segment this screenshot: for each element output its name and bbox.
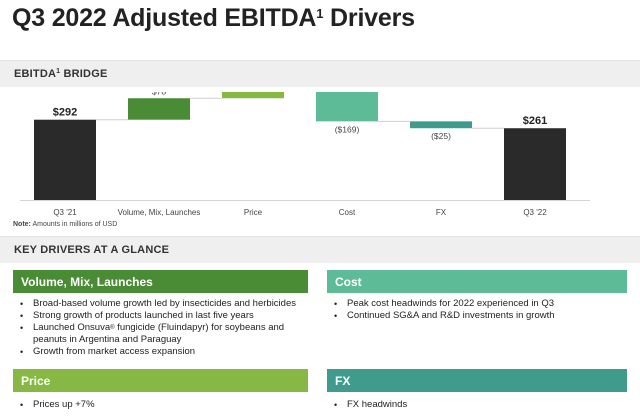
drivers-section-title: KEY DRIVERS AT A GLANCE xyxy=(14,244,170,256)
cost-header: Cost xyxy=(327,270,627,293)
list-item: Prices up +7% xyxy=(13,399,313,411)
bridge-section-title: EBITDA1 BRIDGE xyxy=(14,68,108,80)
fx-header: FX xyxy=(327,369,627,392)
list-item: Broad-based volume growth led by insecti… xyxy=(13,298,313,310)
bar-3 xyxy=(222,92,284,99)
list-item: Growth from market access expansion xyxy=(13,346,313,358)
bar-5 xyxy=(410,121,472,129)
category-label: Q3 '22 xyxy=(523,208,547,217)
cost-bullets: Peak cost headwinds for 2022 experienced… xyxy=(327,298,627,322)
bar-1 xyxy=(34,119,96,200)
list-item: FX headwinds xyxy=(327,399,627,411)
volume-bullets: Broad-based volume growth led by insecti… xyxy=(13,298,313,358)
price-header: Price xyxy=(13,369,308,392)
fx-bullets: FX headwinds xyxy=(327,399,627,411)
drivers-section-header: KEY DRIVERS AT A GLANCE xyxy=(0,236,640,263)
list-item: Strong growth of products launched in la… xyxy=(13,310,313,322)
page-title: Q3 2022 Adjusted EBITDA1 Drivers xyxy=(12,4,415,32)
list-item: Continued SG&A and R&D investments in gr… xyxy=(327,310,627,322)
category-label: FX xyxy=(436,208,447,217)
category-label: Price xyxy=(244,208,263,217)
list-item: Peak cost headwinds for 2022 experienced… xyxy=(327,298,627,310)
category-label: Cost xyxy=(339,208,356,217)
data-label: $78 xyxy=(152,92,166,96)
chart-note: Note: Amounts in millions of USD xyxy=(13,221,118,228)
data-label: $261 xyxy=(523,115,547,127)
bridge-section-header: EBITDA1 BRIDGE xyxy=(0,60,640,87)
category-label: Volume, Mix, Launches xyxy=(118,208,201,217)
volume-mix-launches-header: Volume, Mix, Launches xyxy=(13,270,308,293)
data-label: $292 xyxy=(53,107,77,119)
bar-4 xyxy=(316,92,378,122)
category-label: Q3 '21 xyxy=(53,208,77,217)
price-bullets: Prices up +7% xyxy=(13,399,313,411)
bar-2 xyxy=(128,98,190,120)
list-item: Launched Onsuva® fungicide (Fluindapyr) … xyxy=(13,322,313,346)
bar-6 xyxy=(504,128,566,200)
data-label: ($25) xyxy=(431,131,451,141)
data-label: ($169) xyxy=(335,124,360,134)
